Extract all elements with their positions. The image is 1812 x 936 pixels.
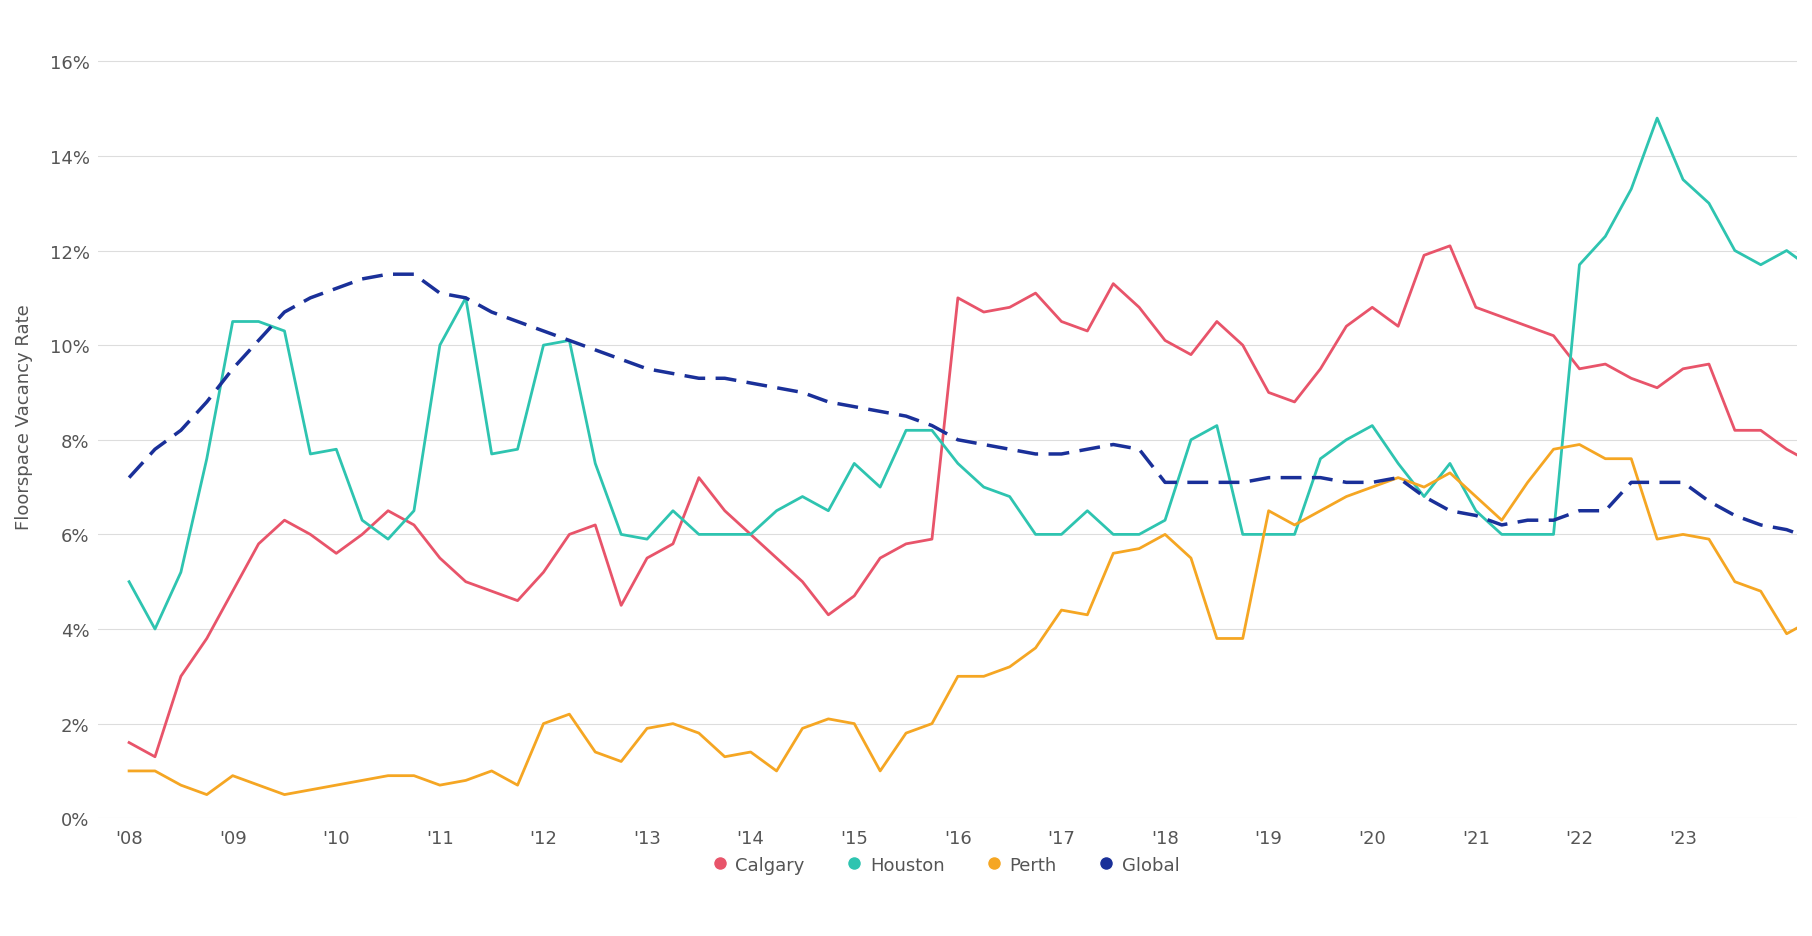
Global	[1672, 477, 1694, 489]
Calgary	[1439, 241, 1460, 252]
Perth	[196, 789, 217, 800]
Y-axis label: Floorspace Vacancy Rate: Floorspace Vacancy Rate	[14, 304, 33, 530]
Perth	[1388, 473, 1410, 484]
Global	[1698, 496, 1720, 507]
Calgary	[1723, 425, 1745, 436]
Houston	[1723, 245, 1745, 256]
Houston	[145, 623, 167, 635]
Houston	[1750, 260, 1772, 271]
Calgary	[1388, 321, 1410, 332]
Global	[118, 473, 140, 484]
Perth	[1310, 505, 1332, 517]
Calgary	[1542, 330, 1564, 342]
Houston	[1388, 459, 1410, 470]
Calgary	[1698, 359, 1720, 371]
Calgary	[145, 752, 167, 763]
Houston	[1698, 198, 1720, 210]
Global	[1388, 473, 1410, 484]
Global	[1517, 515, 1538, 526]
Calgary	[118, 738, 140, 749]
Line: Global: Global	[129, 275, 1812, 539]
Perth	[1569, 439, 1591, 450]
Houston	[1647, 113, 1669, 124]
Global	[1723, 510, 1745, 521]
Calgary	[1310, 364, 1332, 375]
Perth	[118, 766, 140, 777]
Global	[1310, 473, 1332, 484]
Perth	[1750, 586, 1772, 597]
Legend: Calgary, Houston, Perth, Global: Calgary, Houston, Perth, Global	[708, 849, 1187, 882]
Line: Calgary: Calgary	[129, 246, 1812, 757]
Line: Houston: Houston	[129, 119, 1812, 629]
Global	[377, 270, 399, 281]
Calgary	[1750, 425, 1772, 436]
Houston	[118, 577, 140, 588]
Houston	[1310, 454, 1332, 465]
Global	[1801, 534, 1812, 545]
Houston	[1517, 529, 1538, 540]
Line: Perth: Perth	[129, 445, 1812, 795]
Perth	[1698, 534, 1720, 545]
Perth	[1517, 477, 1538, 489]
Perth	[1723, 577, 1745, 588]
